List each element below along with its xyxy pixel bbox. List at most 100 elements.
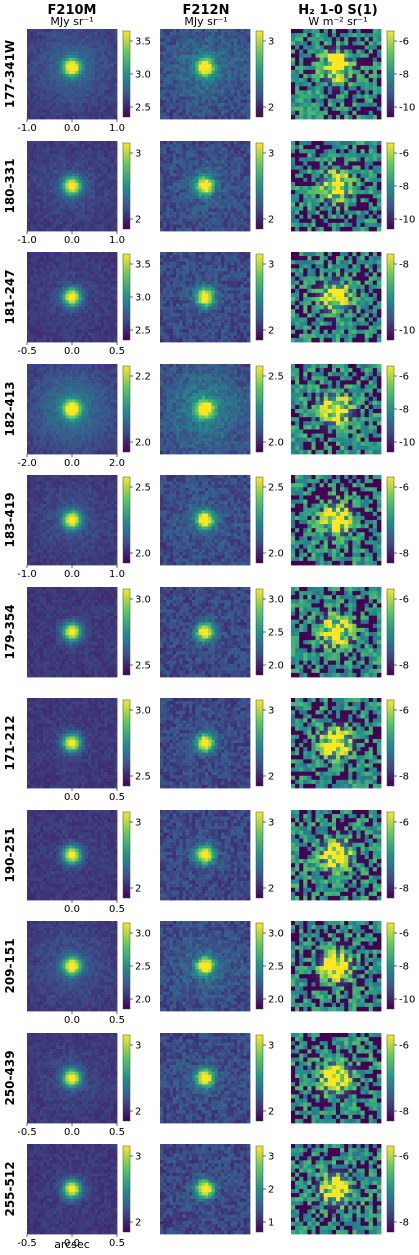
heat-cell <box>192 54 196 59</box>
heat-cell <box>36 90 41 94</box>
heat-cell <box>237 86 241 91</box>
heat-cell <box>240 51 244 56</box>
heat-cell <box>364 218 370 224</box>
heat-cell <box>192 218 196 222</box>
heat-cell <box>65 35 70 40</box>
heat-cell <box>291 218 296 224</box>
heat-cell <box>36 160 41 164</box>
heat-cell <box>36 189 41 193</box>
heat-cell <box>97 227 102 232</box>
heat-cell <box>233 179 238 184</box>
heat-cell <box>68 141 73 145</box>
heat-cell <box>84 195 89 200</box>
heat-cell <box>319 222 325 228</box>
heat-cell <box>65 214 70 219</box>
heat-cell <box>55 325 60 330</box>
heat-cell <box>36 77 41 81</box>
heat-cell <box>179 221 183 225</box>
heat-cell <box>107 287 111 291</box>
heat-cell <box>291 114 296 120</box>
heat-cell <box>182 141 187 145</box>
heat-cell <box>195 252 199 256</box>
heat-cell <box>78 309 83 314</box>
heat-cell <box>107 224 111 229</box>
heat-cell <box>327 94 333 99</box>
heat-cell <box>55 109 60 113</box>
heat-cell <box>52 169 57 174</box>
heat-cell <box>195 96 199 101</box>
heat-cell <box>192 93 196 97</box>
heat-cell <box>72 115 76 120</box>
heat-cell <box>340 61 345 67</box>
heat-cell <box>46 290 50 295</box>
heat-cell <box>163 160 167 164</box>
heat-cell <box>311 49 316 54</box>
heat-cell <box>182 93 187 97</box>
heat-cell <box>233 57 238 62</box>
heat-cell <box>364 65 370 71</box>
heat-cell <box>46 268 50 272</box>
heat-cell <box>336 222 341 228</box>
heat-cell <box>33 211 38 216</box>
heat-cell <box>327 57 333 63</box>
heat-cell <box>185 77 190 81</box>
heat-cell <box>104 252 108 256</box>
heat-cell <box>30 186 34 190</box>
heat-cell <box>311 173 316 179</box>
heat-cell <box>91 316 95 320</box>
heat-cell <box>303 65 308 71</box>
heat-cell <box>201 169 206 174</box>
heat-cell <box>233 99 238 104</box>
heat-cell <box>81 208 86 213</box>
heat-cell <box>230 70 235 75</box>
heat-cell <box>198 51 203 56</box>
heat-cell <box>75 211 79 216</box>
heat-cell <box>295 153 300 158</box>
heat-cell <box>360 206 366 211</box>
heat-cell <box>43 106 47 110</box>
heat-cell <box>59 86 63 91</box>
heat-cell <box>33 179 38 184</box>
heat-cell <box>227 186 232 190</box>
heat-cell <box>166 106 171 110</box>
heat-cell <box>356 57 361 63</box>
heat-cell <box>227 153 232 158</box>
heat-cell <box>110 271 115 275</box>
heat-cell <box>172 102 177 107</box>
heat-cell <box>323 82 329 87</box>
heat-cell <box>52 41 57 46</box>
heat-cell <box>104 115 108 120</box>
heat-cell <box>217 51 222 56</box>
heat-cell <box>160 106 164 110</box>
heat-cell <box>72 61 76 65</box>
heat-cell <box>211 157 216 161</box>
heat-cell <box>230 182 235 187</box>
heat-cell <box>176 80 180 85</box>
heat-cell <box>201 202 206 206</box>
heat-cell <box>205 173 209 177</box>
heat-cell <box>81 54 86 59</box>
heat-cell <box>233 29 238 33</box>
heat-cell <box>52 268 57 272</box>
heat-cell <box>62 221 66 225</box>
heat-cell <box>49 176 54 180</box>
heat-cell <box>195 205 199 209</box>
heat-cell <box>185 208 190 213</box>
heat-cell <box>94 45 99 49</box>
heat-cell <box>39 309 44 314</box>
heat-cell <box>198 176 203 180</box>
heat-cell <box>94 157 99 161</box>
heat-cell <box>169 214 174 219</box>
heat-cell <box>36 141 41 145</box>
heat-cell <box>230 205 235 209</box>
heat-cell <box>49 258 54 263</box>
heat-cell <box>160 99 164 104</box>
heat-cell <box>113 332 118 336</box>
heat-cell <box>307 74 312 79</box>
heat-cell <box>208 80 212 85</box>
heat-cell <box>59 77 63 81</box>
heat-cell <box>104 195 108 200</box>
heat-cell <box>243 227 248 232</box>
heat-cell <box>88 303 92 308</box>
heat-cell <box>372 37 378 42</box>
